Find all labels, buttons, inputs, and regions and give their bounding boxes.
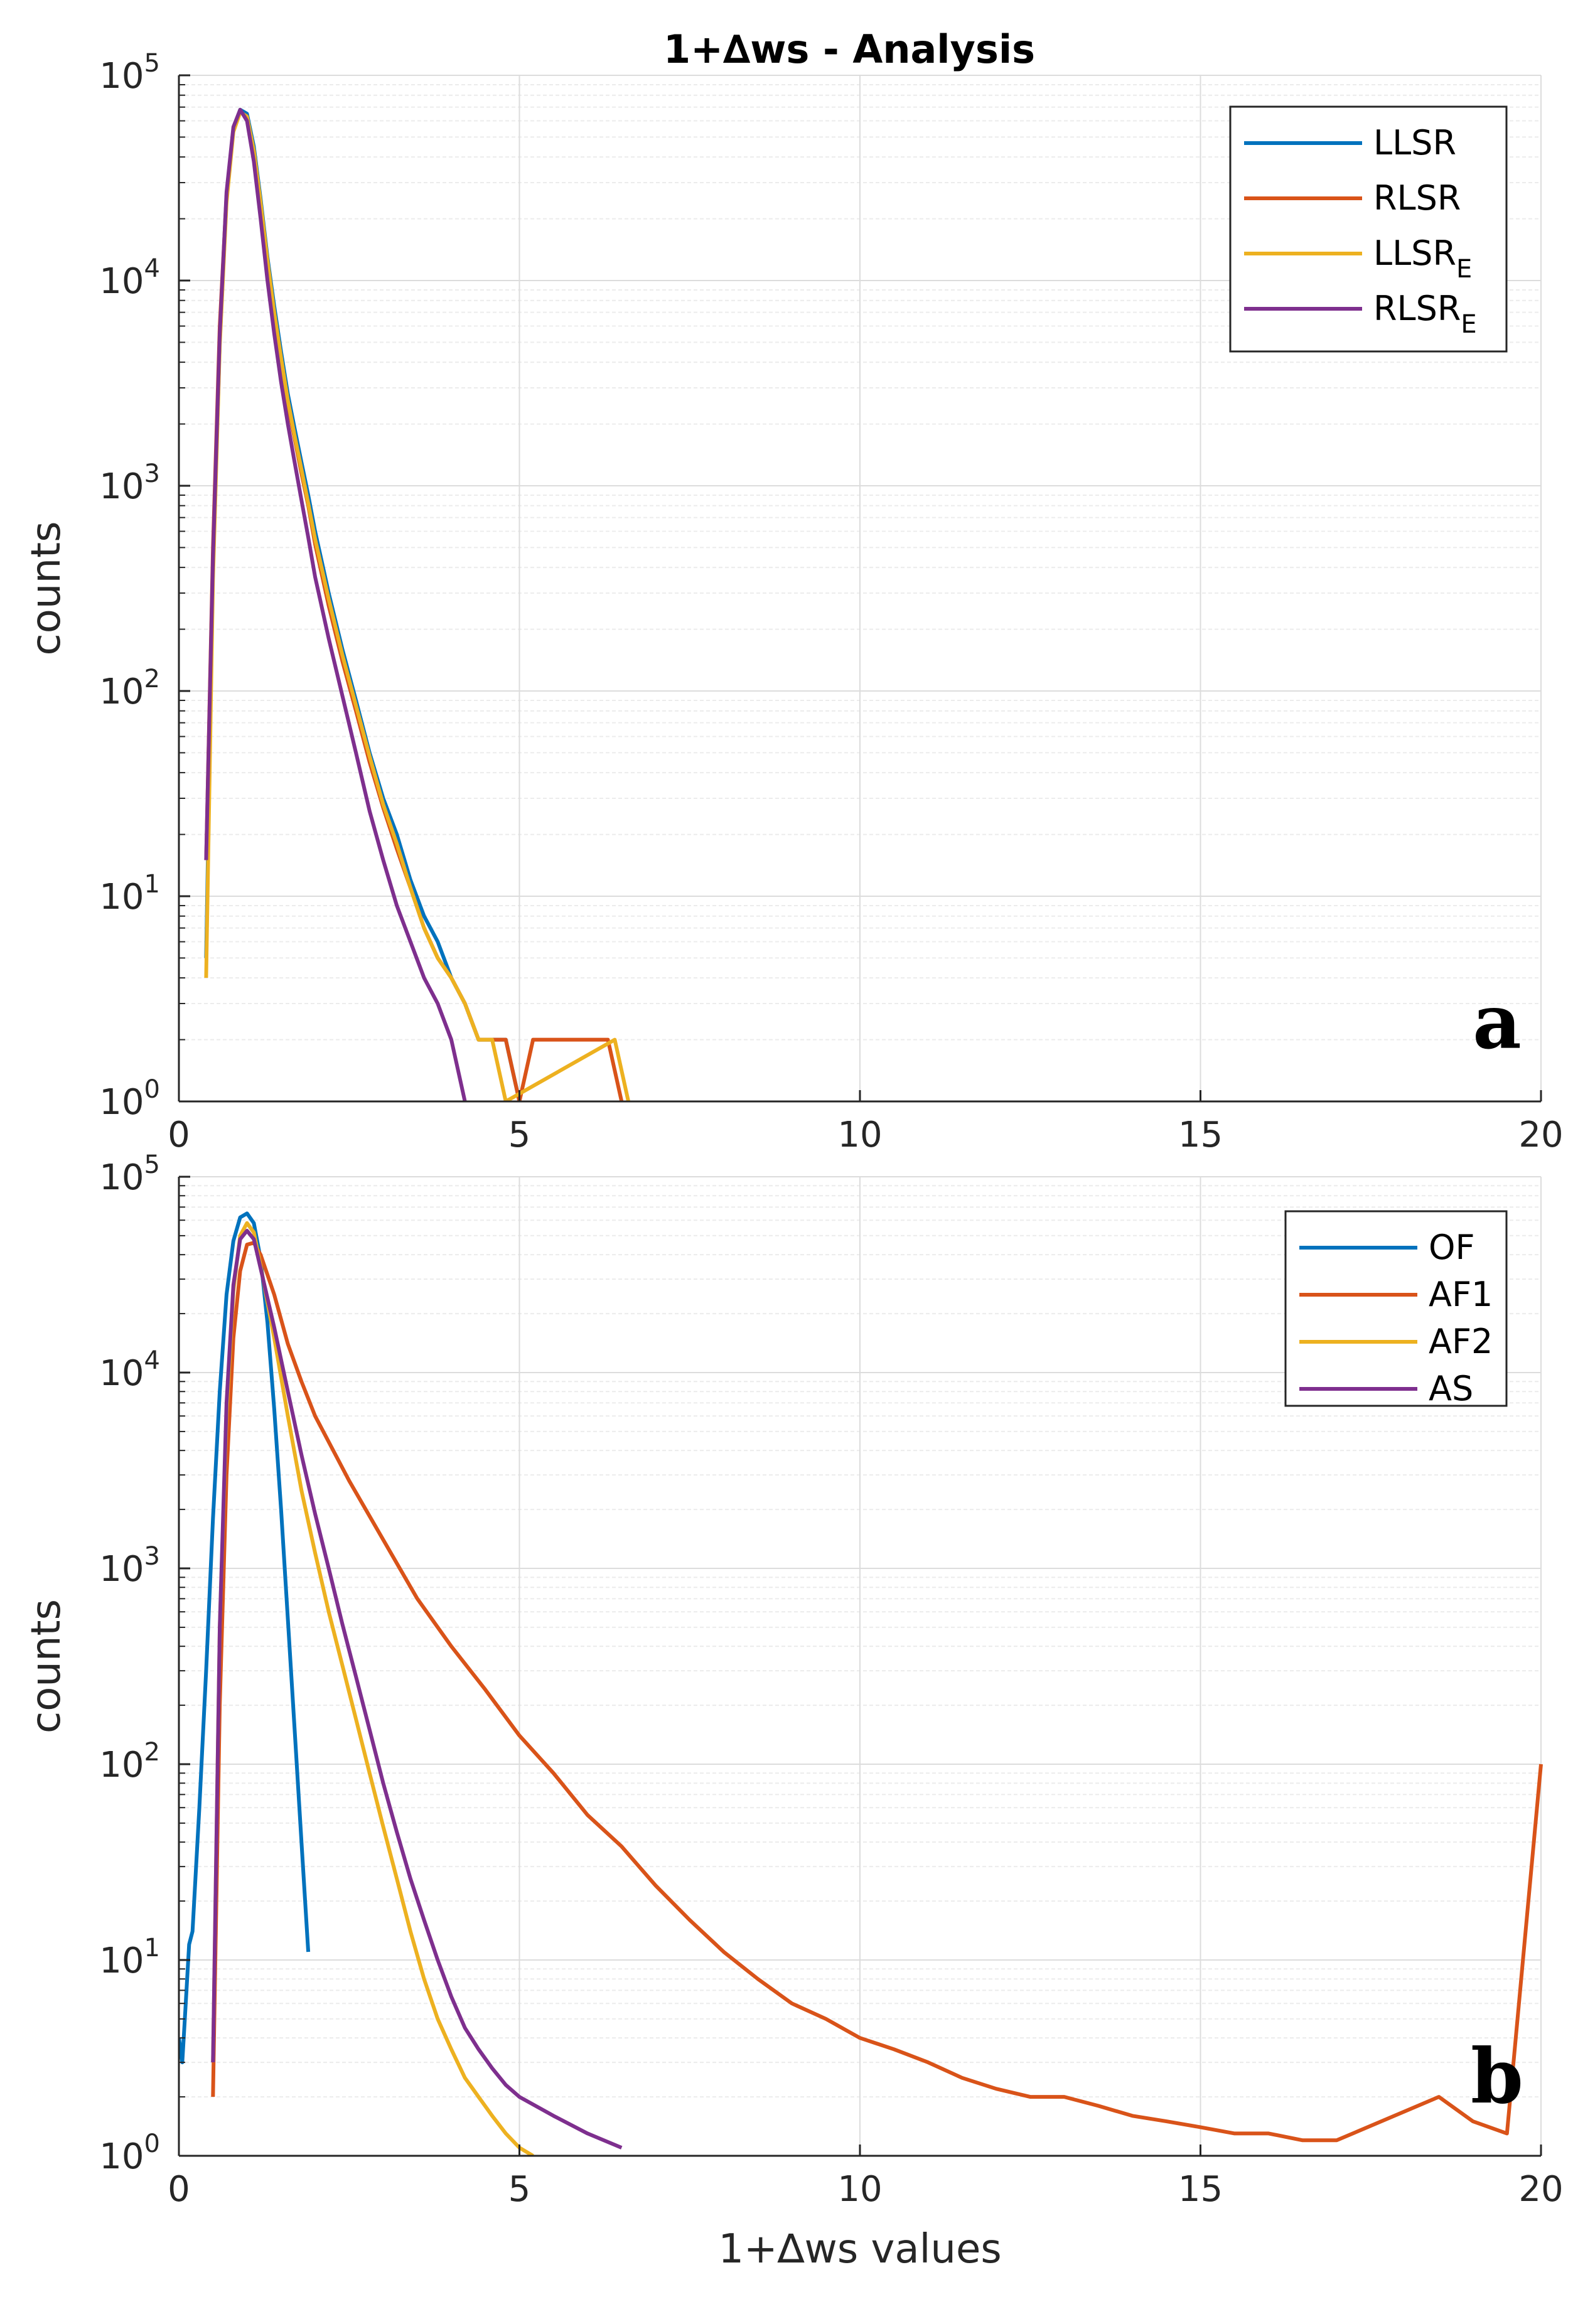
y-axis-label: counts <box>23 1599 70 1733</box>
x-tick-label: 10 <box>837 2169 882 2210</box>
x-tick-label: 5 <box>508 2169 531 2210</box>
y-tick-label: 104 <box>99 1346 160 1394</box>
series-group <box>204 107 631 1101</box>
y-tick-label: 102 <box>99 665 160 712</box>
x-tick-label: 5 <box>508 1115 531 1155</box>
figure-title: 1+∆ws - Analysis <box>663 26 1035 72</box>
x-tick-label: 20 <box>1518 2169 1563 2210</box>
y-axis-label: counts <box>23 522 70 656</box>
series-line-af1 <box>211 1241 1543 2143</box>
series-line-as <box>211 1229 623 2150</box>
series-group <box>179 1211 1543 2156</box>
y-tick-label: 104 <box>99 254 160 302</box>
legend-entry: RLSRE <box>1373 289 1477 339</box>
axes: 0 5 10 15 20 100 101 102 103 104 105 <box>99 49 1563 1155</box>
legend-entry: AF2 <box>1429 1322 1493 1361</box>
y-tick-label: 103 <box>99 459 160 507</box>
panel-label: b <box>1471 2032 1523 2121</box>
y-tick-label: 102 <box>99 1738 160 1786</box>
y-tick-label: 105 <box>99 1150 160 1198</box>
legend: OF AF1 AF2 AS <box>1284 1210 1508 1408</box>
legend-entry: LLSR <box>1373 123 1456 163</box>
x-tick-label: 20 <box>1518 1115 1563 1155</box>
x-tick-label: 0 <box>168 1115 190 1155</box>
x-axis-label: 1+∆ws values <box>718 2226 1001 2273</box>
axes: 0 5 10 15 20 100 101 102 103 104 105 <box>99 1150 1563 2210</box>
legend-box <box>1284 1210 1508 1407</box>
y-tick-label: 101 <box>99 870 160 918</box>
series-line-of <box>179 1211 311 2065</box>
legend-entry: AS <box>1429 1369 1473 1408</box>
x-tick-label: 0 <box>168 2169 190 2210</box>
y-tick-label: 101 <box>99 1934 160 1981</box>
legend-entry: RLSR <box>1373 178 1461 218</box>
panel-label: a <box>1473 978 1522 1066</box>
legend-entry: LLSRE <box>1373 233 1472 284</box>
panel-b: 0 5 10 15 20 100 101 102 103 104 105 counts 1+∆ws va… <box>23 1150 1564 2273</box>
y-tick-label: 100 <box>99 2129 160 2177</box>
legend-entry: AF1 <box>1429 1275 1493 1314</box>
y-tick-label: 103 <box>99 1542 160 1590</box>
y-tick-label: 105 <box>99 49 160 97</box>
panel-a: 0 5 10 15 20 100 101 102 103 104 105 counts LLSR RLSR… <box>23 49 1564 1155</box>
series-line-rlsr-e <box>204 107 467 1101</box>
x-tick-label: 10 <box>837 1115 882 1155</box>
series-line-af2 <box>211 1221 534 2156</box>
grid <box>178 75 1542 1102</box>
y-tick-label: 100 <box>99 1075 160 1123</box>
x-tick-label: 15 <box>1178 1115 1223 1155</box>
x-tick-label: 15 <box>1178 2169 1223 2210</box>
legend-entry: OF <box>1429 1228 1475 1267</box>
